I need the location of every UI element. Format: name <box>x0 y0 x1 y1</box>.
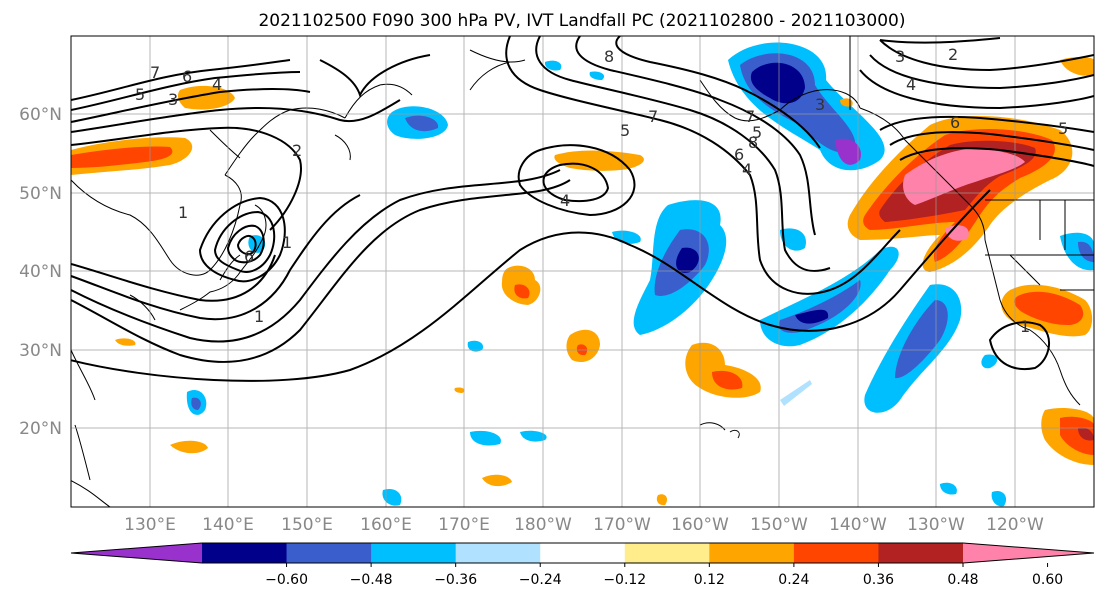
contour-label: 6 <box>950 113 960 132</box>
colorbar-tick-label: 0.48 <box>947 572 978 588</box>
pv-contours <box>71 36 1094 382</box>
contour-label: 1 <box>178 203 188 222</box>
contour-label: 5 <box>135 85 145 104</box>
contour-label: 3 <box>895 47 905 66</box>
colorbar-tick-label: −0.36 <box>434 572 477 588</box>
colorbar: −0.60 −0.48 −0.36 −0.24 −0.12 0.12 0.24 0.36 0.4… <box>70 542 1095 588</box>
figure-title: 2021102500 F090 300 hPa PV, IVT Landfall… <box>258 11 905 31</box>
contour-label: 5 <box>752 123 762 142</box>
lat-tick-label: 30°N <box>19 341 62 361</box>
contour-label: 3 <box>815 95 825 114</box>
lon-tick-label: 120°W <box>986 515 1044 535</box>
colorbar-tick-label: 0.60 <box>1032 572 1063 588</box>
lat-tick-label: 60°N <box>19 105 62 125</box>
contour-label: 6 <box>182 67 192 86</box>
colorbar-tick-label: −0.24 <box>519 572 562 588</box>
contour-label: 6 <box>734 145 744 164</box>
map-frame <box>70 35 1095 508</box>
contour-label: 3 <box>168 90 178 109</box>
lon-tick-label: 160°W <box>671 515 729 535</box>
colorbar-extend-low <box>71 543 202 563</box>
colorbar-segment <box>624 543 710 563</box>
colorbar-outline <box>70 542 1095 564</box>
contour-label: 4 <box>742 160 752 179</box>
lon-tick-label: 150°W <box>750 515 808 535</box>
lon-tick-label: 170°E <box>438 515 490 535</box>
contour-label: 8 <box>604 47 614 66</box>
lon-tick-label: 170°W <box>593 515 651 535</box>
contour-label: 6 <box>244 247 254 266</box>
lat-axis: 60°N 50°N 40°N 30°N 20°N <box>19 105 62 439</box>
contour-label: 7 <box>150 63 160 82</box>
colorbar-segment <box>371 543 457 563</box>
gridlines <box>71 36 1094 507</box>
contour-label: 1 <box>254 307 264 326</box>
contour-labels: 7 6 5 3 4 2 1 6 1 1 4 5 7 8 6 4 5 7 8 3 … <box>135 45 1068 336</box>
contour-label: 5 <box>620 121 630 140</box>
colorbar-segment <box>878 543 964 563</box>
lon-tick-label: 140°E <box>202 515 254 535</box>
colorbar-extend-high <box>963 543 1094 563</box>
contour-label: 5 <box>1058 119 1068 138</box>
contour-label: 2 <box>292 141 302 160</box>
colorbar-segment <box>540 543 626 563</box>
map-panel: 7 6 5 3 4 2 1 6 1 1 4 5 7 8 6 4 5 7 8 3 … <box>71 36 1094 507</box>
colorbar-segment <box>793 543 879 563</box>
colorbar-tick-label: −0.48 <box>350 572 393 588</box>
contour-label: 8 <box>748 133 758 152</box>
colorbar-segment <box>202 543 288 563</box>
lat-tick-label: 50°N <box>19 184 62 204</box>
colorbar-segment <box>455 543 541 563</box>
lon-tick-label: 140°W <box>829 515 887 535</box>
lon-axis: 130°E 140°E 150°E 160°E 170°E 180°W 170°… <box>124 515 1044 535</box>
lat-tick-label: 20°N <box>19 419 62 439</box>
colorbar-tick-label: 0.24 <box>778 572 809 588</box>
lon-tick-label: 150°E <box>281 515 333 535</box>
colorbar-tick-label: −0.12 <box>603 572 646 588</box>
colorbar-tick-label: 0.36 <box>863 572 894 588</box>
contour-label: 1 <box>1020 317 1030 336</box>
contour-label: 4 <box>906 75 916 94</box>
contour-label: 7 <box>648 107 658 126</box>
contour-label: 1 <box>282 233 292 252</box>
lon-tick-label: 130°E <box>124 515 176 535</box>
lon-tick-label: 180°W <box>514 515 572 535</box>
colorbar-segment <box>286 543 372 563</box>
colorbar-segment <box>709 543 795 563</box>
contour-label: 2 <box>948 45 958 64</box>
lon-tick-label: 160°E <box>360 515 412 535</box>
lon-tick-label: 130°W <box>907 515 965 535</box>
colorbar-tick-label: −0.60 <box>265 572 308 588</box>
contour-label: 4 <box>212 75 222 94</box>
lat-tick-label: 40°N <box>19 262 62 282</box>
contour-label: 7 <box>745 107 755 126</box>
contour-label: 4 <box>560 191 570 210</box>
colorbar-tick-label: 0.12 <box>694 572 725 588</box>
